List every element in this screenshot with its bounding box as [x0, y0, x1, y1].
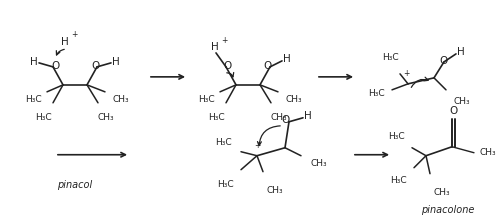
Text: H: H [30, 57, 38, 67]
Text: O: O [51, 61, 59, 71]
Text: +: + [71, 30, 77, 40]
Text: H: H [211, 42, 219, 52]
Text: pinacolone: pinacolone [422, 205, 474, 215]
Text: O: O [224, 61, 232, 71]
Text: H₃C: H₃C [34, 113, 51, 122]
Text: H₃C: H₃C [382, 53, 398, 62]
Text: H₃C: H₃C [214, 138, 232, 147]
Text: H₃C: H₃C [216, 180, 234, 189]
Text: CH₃: CH₃ [480, 148, 496, 157]
Text: +: + [254, 141, 260, 150]
Text: O: O [264, 61, 272, 71]
Text: H: H [112, 57, 120, 67]
Text: H: H [283, 54, 291, 64]
Text: H₃C: H₃C [390, 176, 406, 185]
Text: CH₃: CH₃ [434, 188, 450, 197]
Text: H: H [457, 47, 465, 57]
Text: H₃C: H₃C [208, 113, 224, 122]
Text: CH₃: CH₃ [454, 97, 470, 106]
Text: +: + [221, 37, 227, 45]
Text: +: + [403, 69, 409, 78]
Text: O: O [439, 56, 447, 66]
Text: O: O [91, 61, 99, 71]
Text: CH₃: CH₃ [270, 113, 287, 122]
Text: H₃C: H₃C [24, 95, 42, 104]
Text: H: H [304, 111, 312, 121]
Text: CH₃: CH₃ [98, 113, 114, 122]
Text: CH₃: CH₃ [112, 95, 130, 104]
Text: O: O [449, 106, 457, 116]
Text: H: H [61, 37, 69, 47]
Text: H₃C: H₃C [388, 132, 404, 141]
Text: CH₃: CH₃ [310, 159, 328, 168]
Text: pinacol: pinacol [58, 180, 92, 190]
Text: O: O [281, 115, 289, 125]
Text: H₃C: H₃C [368, 89, 384, 98]
Text: CH₃: CH₃ [286, 95, 302, 104]
Text: H₃C: H₃C [198, 95, 214, 104]
Text: CH₃: CH₃ [266, 186, 283, 195]
